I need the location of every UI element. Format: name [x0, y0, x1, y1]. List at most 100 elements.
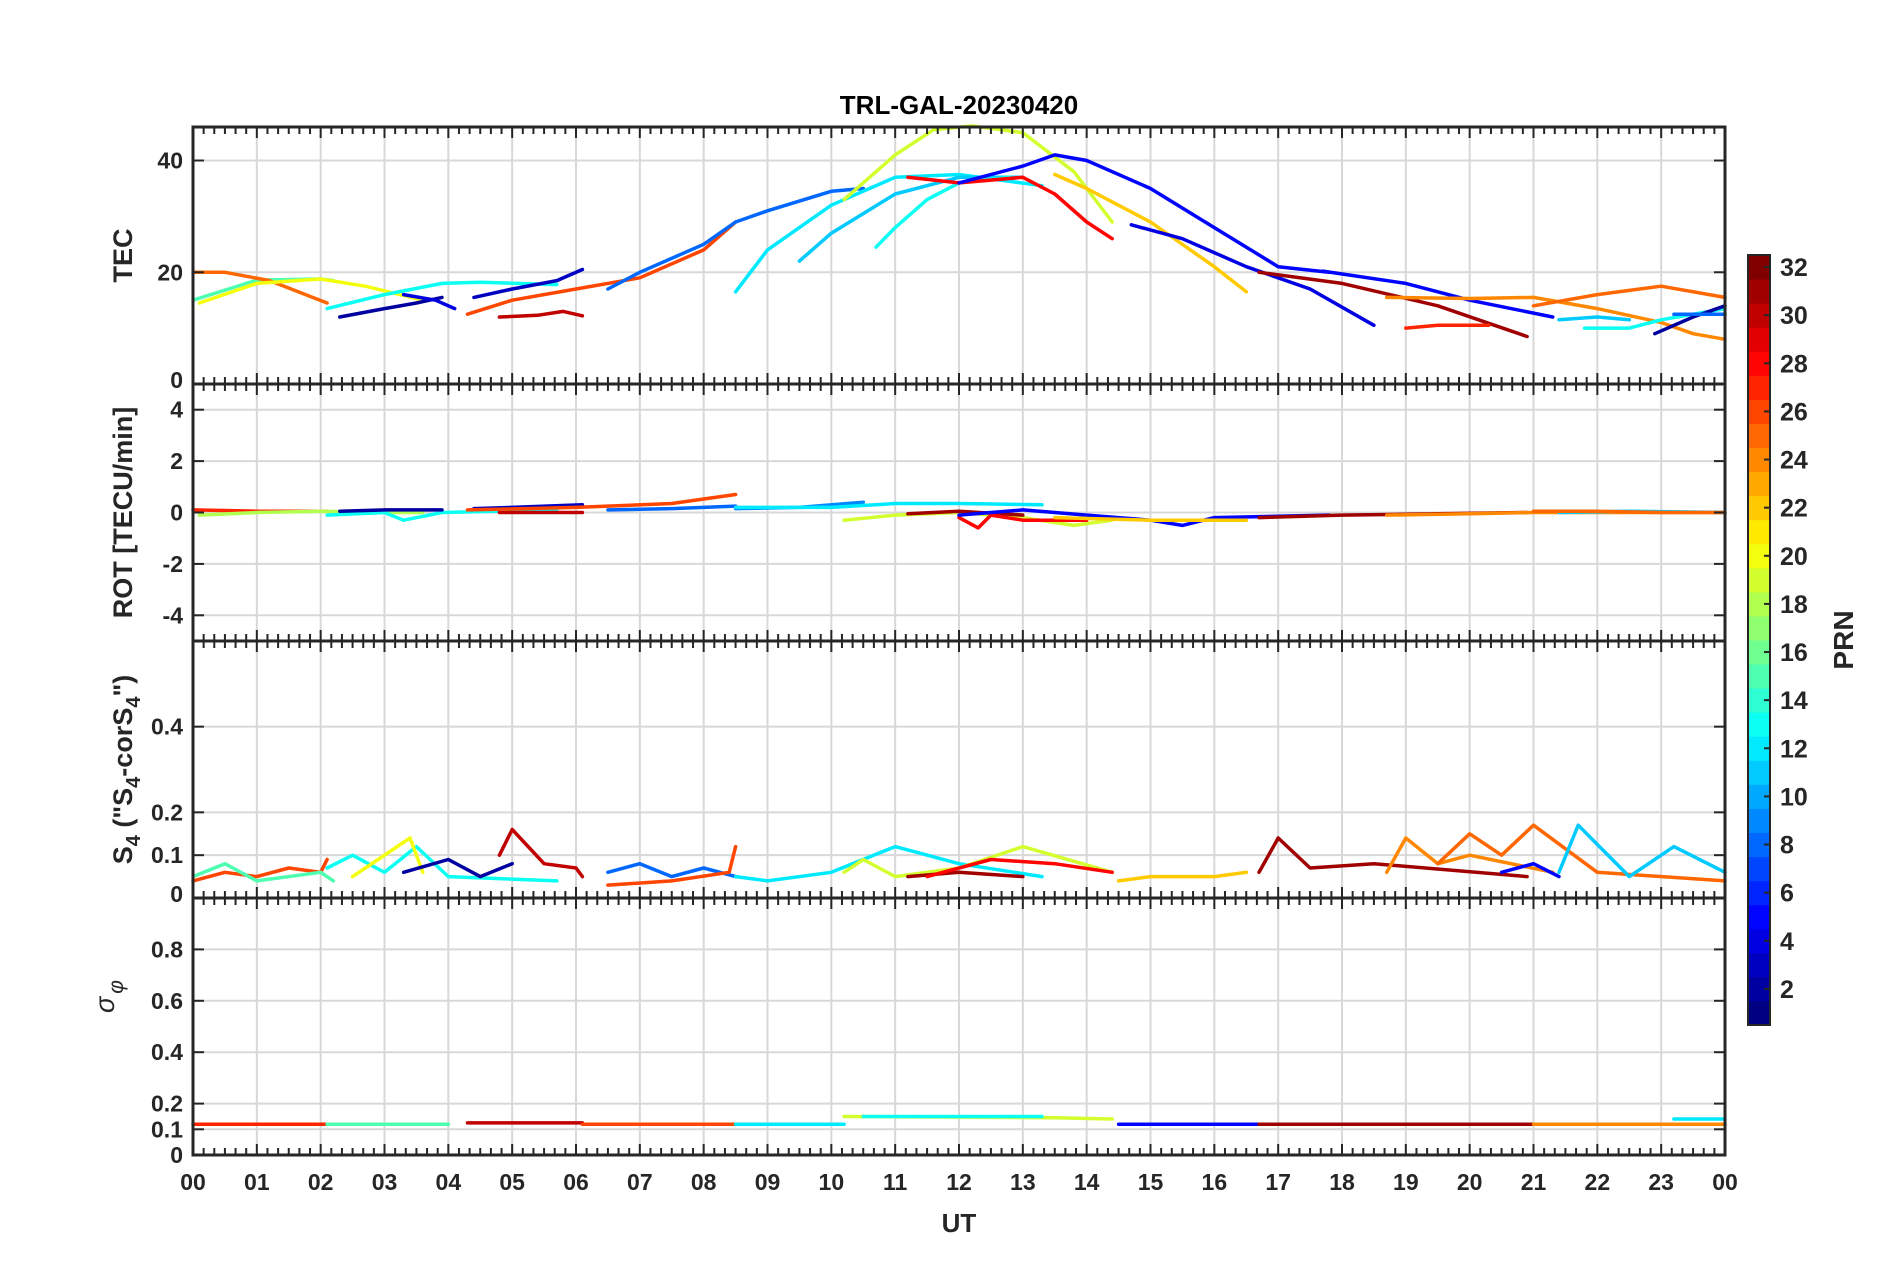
xtick-label: 09	[755, 1169, 781, 1195]
colorbar-tick-label: 30	[1780, 302, 1808, 330]
colorbar-swatch-prn-25	[1748, 423, 1770, 448]
xtick-label: 02	[308, 1169, 334, 1195]
xtick-label: 16	[1202, 1169, 1228, 1195]
s4-ylabel-part: 4	[123, 696, 145, 708]
xtick-label: 04	[436, 1169, 462, 1195]
colorbar-swatch-prn-4	[1748, 928, 1770, 954]
sigma-ytick-label: 0.6	[151, 988, 183, 1014]
colorbar-swatch-prn-5	[1748, 904, 1770, 930]
tec-series-prn-31	[1257, 270, 1529, 339]
s4-series-prn-22	[1116, 870, 1249, 883]
colorbar-swatch-prn-27	[1748, 375, 1770, 400]
xtick-label: 21	[1521, 1169, 1547, 1195]
colorbar-tick-label: 12	[1780, 735, 1808, 763]
tec-series-prn-27	[1404, 323, 1491, 330]
tec-ytick-label: 20	[157, 259, 183, 285]
colorbar-swatch-prn-30	[1748, 303, 1770, 328]
colorbar-tick-label: 32	[1780, 254, 1808, 282]
xtick-label: 01	[244, 1169, 270, 1195]
s4-series-prn-25	[1436, 823, 1727, 883]
tec-series-prn-2b	[1653, 304, 1727, 336]
xtick-label: 18	[1329, 1169, 1355, 1195]
s4-series-prn-26	[191, 857, 329, 883]
rot-ytick-label: -4	[163, 602, 184, 628]
xtick-label: 20	[1457, 1169, 1483, 1195]
tec-series-prn-24	[1384, 295, 1727, 342]
tec-panel: 0 20 40 TEC	[108, 124, 1727, 393]
rot-series-prn-13	[325, 508, 559, 522]
tec-ylabel: TEC	[108, 229, 138, 283]
rot-panel: -4 -2 0 2 4 ROT [TECU/min]	[108, 382, 1727, 643]
xtick-label: 11	[883, 1169, 908, 1195]
rot-series-prn-8	[606, 504, 738, 512]
rot-series-prn-2	[338, 508, 444, 513]
x-axis-label: UT	[942, 1208, 977, 1238]
colorbar-label: PRN	[1828, 610, 1859, 669]
s4-series-prn-31b	[1257, 836, 1529, 879]
rot-series-prn-28	[957, 513, 1089, 530]
colorbar-swatch-prn-1	[1748, 1000, 1770, 1026]
colorbar-swatch-prn-31	[1748, 279, 1770, 304]
chart-title: TRL-GAL-20230420	[840, 90, 1078, 120]
sigma-ytick-label: 0.1	[151, 1116, 183, 1142]
xtick-label: 14	[1074, 1169, 1100, 1195]
s4-series-prn-2	[401, 857, 514, 879]
rot-ytick-label: 0	[170, 500, 183, 526]
tec-ytick-label: 40	[157, 148, 183, 174]
s4-ytick-label: 0	[170, 881, 183, 907]
colorbar-tick-label: 16	[1780, 639, 1808, 667]
colorbar-swatch-prn-29	[1748, 327, 1770, 352]
rot-ytick-label: 4	[170, 397, 183, 423]
colorbar-tick-label: 24	[1780, 447, 1808, 475]
xtick-label: 05	[499, 1169, 525, 1195]
colorbar-tick-label: 18	[1780, 591, 1808, 619]
s4-series-prn-8	[606, 861, 738, 879]
xtick-label: 17	[1265, 1169, 1291, 1195]
tec-series-prn-28	[906, 175, 1114, 241]
s4-series-prn-19	[842, 844, 1114, 879]
s4-ylabel-part: 4	[123, 776, 145, 788]
rot-series-prn-12	[733, 501, 1044, 510]
s4-ylabel-part: S	[108, 846, 138, 864]
tec-series-prn-5	[957, 153, 1331, 275]
s4-series-prn-5	[1499, 861, 1561, 879]
s4-panel: 00.10.20.4 S4 ("S4-corS4")	[108, 639, 1727, 907]
xtick-label: 03	[372, 1169, 398, 1195]
colorbar-swatch-prn-8	[1748, 832, 1770, 858]
s4-ylabel-part: ("S	[108, 788, 138, 835]
tec-series-prn-13	[325, 280, 559, 311]
colorbar-swatch-prn-20	[1748, 543, 1770, 569]
s4-ylabel-part: -corS	[108, 708, 138, 777]
sigma-ytick-label: 0.4	[151, 1039, 183, 1065]
colorbar-swatch-prn-14	[1748, 688, 1770, 713]
colorbar-swatch-prn-13	[1748, 712, 1770, 737]
colorbar-swatch-prn-10	[1748, 784, 1770, 809]
rot-series-prn-31	[906, 509, 1025, 517]
xtick-label: 06	[563, 1169, 589, 1195]
colorbar-swatch-prn-11	[1748, 760, 1770, 785]
rot-series-prn-25	[1531, 509, 1727, 515]
s4-ytick-label: 0.4	[151, 714, 183, 740]
tec-series-prn-11b	[1557, 315, 1632, 322]
s4-series-prn-30	[497, 827, 585, 879]
tec-series-prn-5b	[1321, 269, 1555, 319]
sigma-phi-panel: 00.10.2 0.4 0.6 0.8 00 01 02 03 04 05 06 07 08 09 10 11…	[90, 896, 1738, 1195]
tec-series-prn-22	[1053, 172, 1249, 294]
tec-series-prn-30	[497, 309, 585, 319]
sigma-phi-ylabel-sym: σ	[90, 995, 120, 1013]
colorbar-tick-label: 8	[1780, 832, 1794, 860]
tec-series-prn-26	[465, 220, 738, 316]
sigma-ytick-label: 0.8	[151, 936, 183, 962]
colorbar-swatch-prn-17	[1748, 615, 1770, 641]
colorbar-tick-label: 22	[1780, 495, 1808, 523]
tec-ytick-label: 0	[170, 367, 183, 393]
colorbar-swatch-prn-23	[1748, 471, 1770, 497]
colorbar-tick-label: 10	[1780, 783, 1808, 811]
colorbar-tick-label: 28	[1780, 350, 1808, 378]
colorbar-tick-label: 2	[1780, 976, 1794, 1004]
sigma-phi-ylabel-sub: φ	[105, 980, 128, 994]
colorbar-tick-label: 6	[1780, 880, 1794, 908]
s4-ylabel-part: 4	[123, 834, 145, 846]
xtick-label: 22	[1585, 1169, 1611, 1195]
